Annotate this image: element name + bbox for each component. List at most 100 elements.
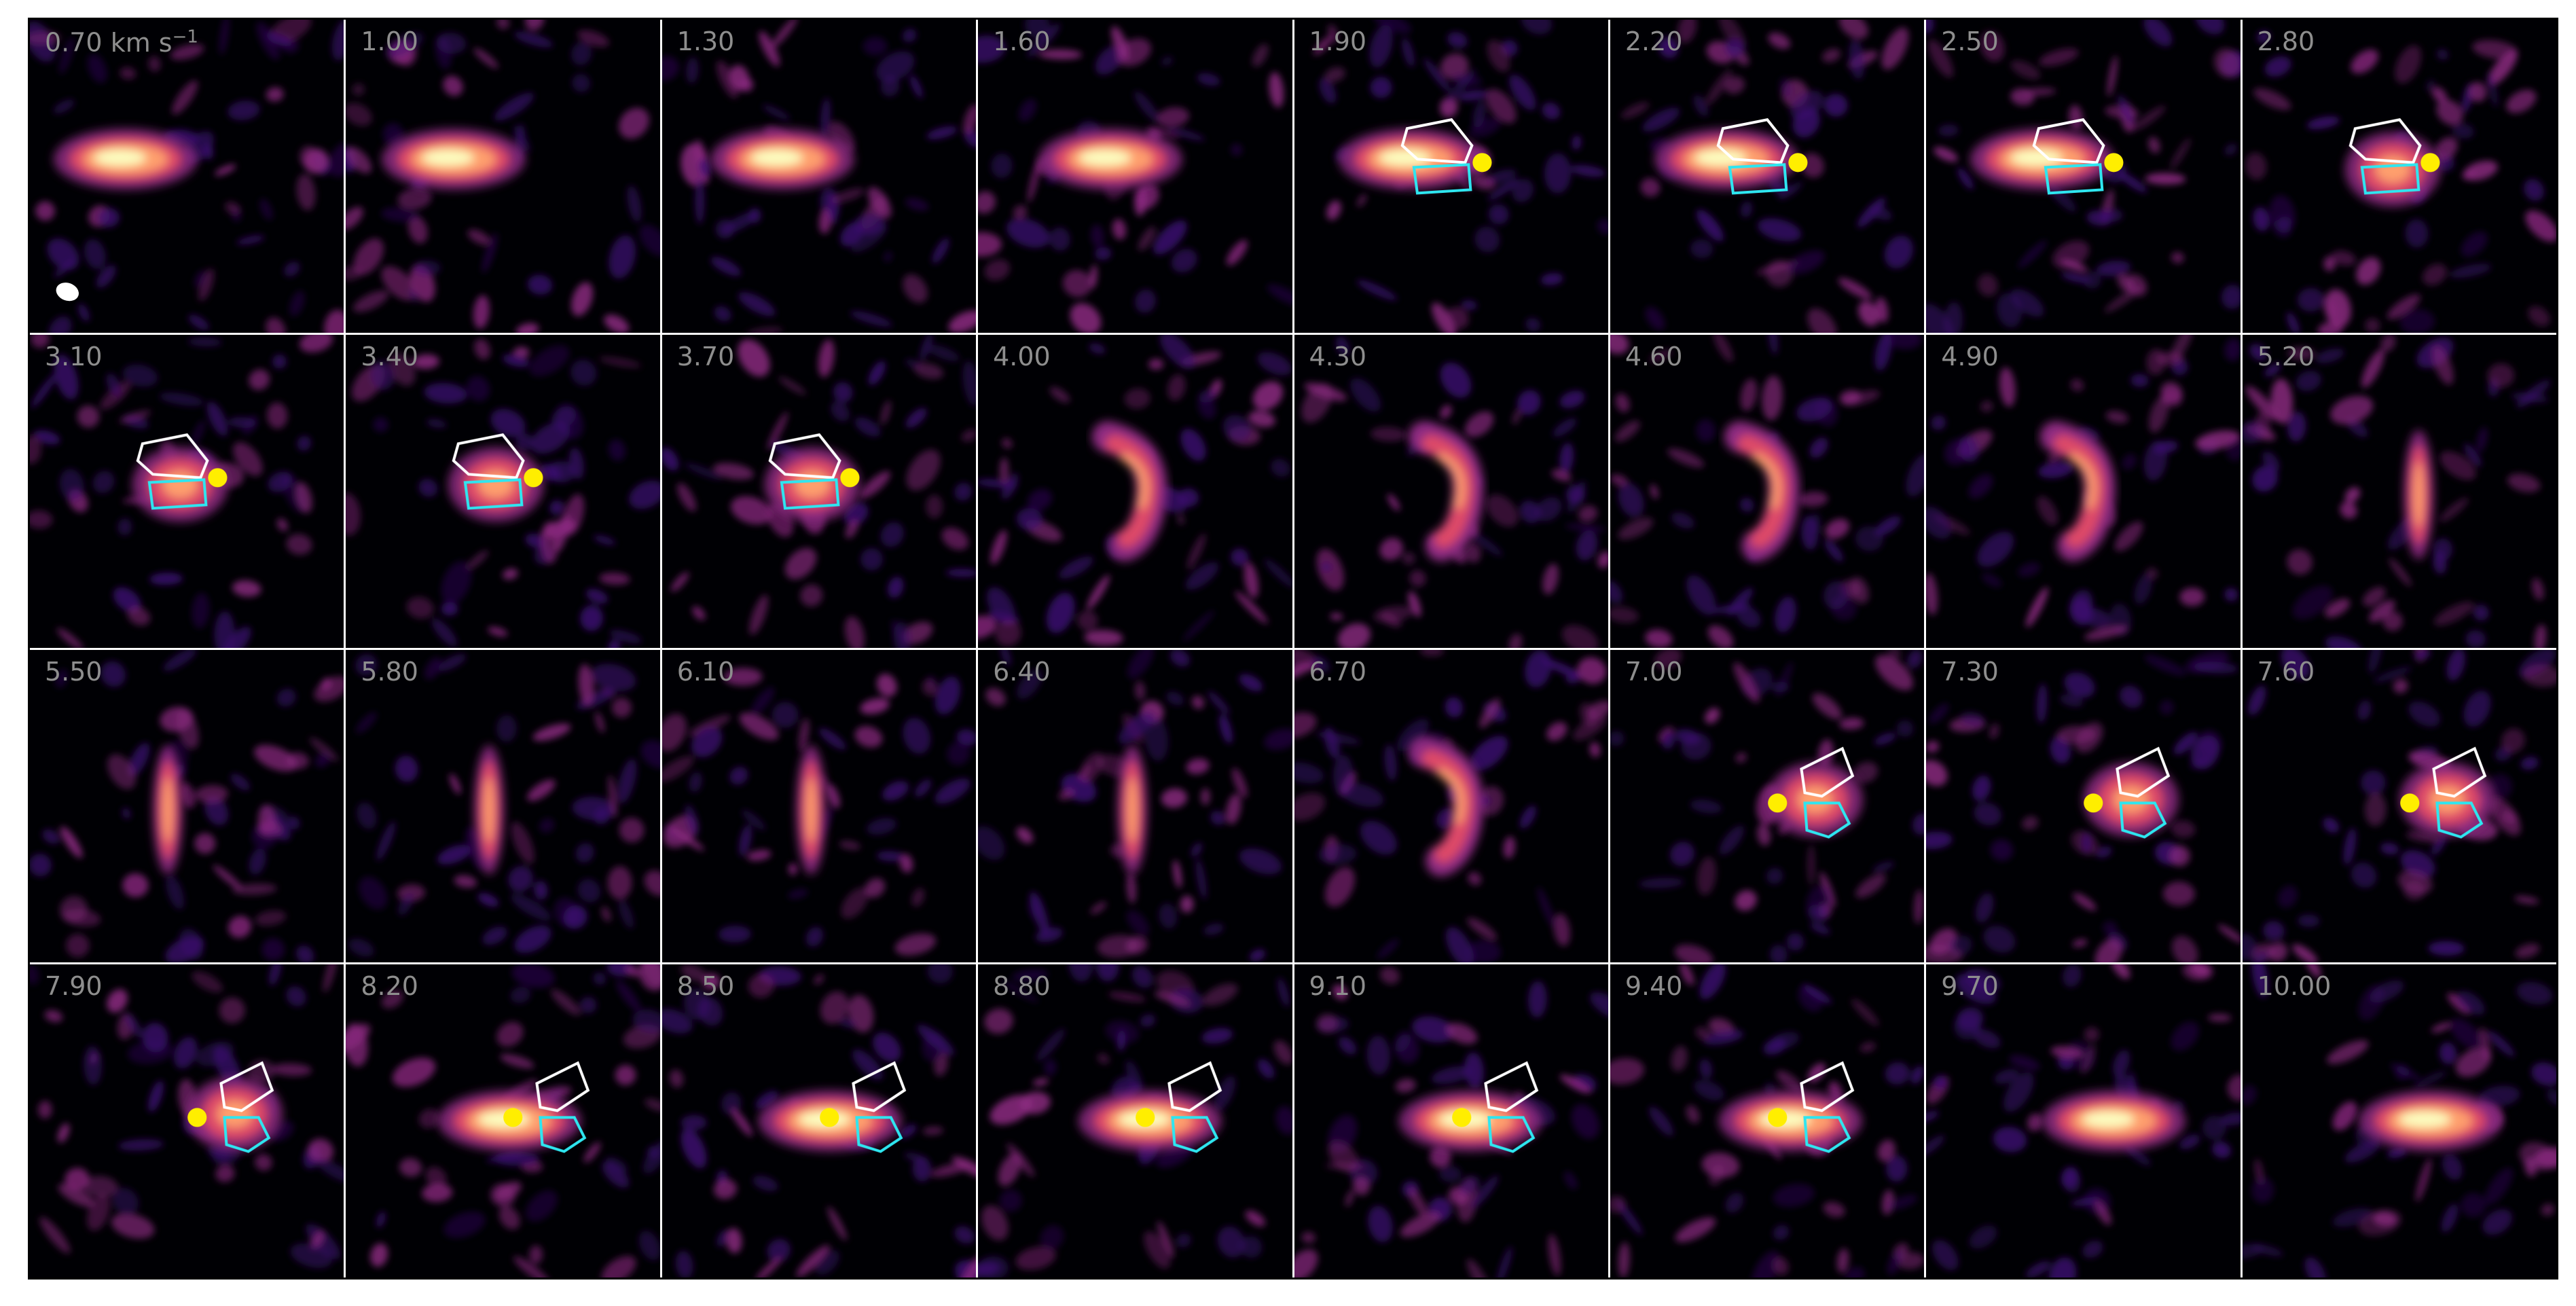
noise-blob	[1485, 169, 1517, 184]
channel-image	[1926, 649, 2241, 963]
noise-blob	[1217, 1226, 1246, 1258]
noise-blob	[2245, 152, 2267, 180]
noise-blob	[1546, 721, 1567, 741]
noise-blob	[913, 363, 943, 379]
protostar-marker	[524, 468, 543, 488]
channel-image	[1610, 20, 1925, 333]
noise-blob	[1874, 515, 1901, 536]
noise-blob	[1485, 494, 1519, 527]
noise-blob	[909, 74, 923, 98]
noise-blob	[1411, 1016, 1454, 1043]
noise-blob	[170, 43, 204, 60]
noise-blob	[906, 449, 941, 490]
noise-blob	[31, 373, 57, 408]
noise-blob	[1836, 1248, 1849, 1273]
noise-blob	[1002, 438, 1013, 448]
noise-blob	[194, 833, 216, 854]
noise-blob	[941, 527, 968, 550]
noise-blob	[571, 41, 592, 66]
noise-blob	[2434, 137, 2458, 160]
noise-blob	[902, 274, 928, 304]
noise-blob	[619, 899, 634, 929]
noise-blob	[945, 568, 977, 577]
noise-blob	[2143, 440, 2168, 481]
noise-blob	[2145, 173, 2186, 185]
redshifted-region-contour	[1400, 118, 1474, 164]
noise-blob	[1329, 613, 1343, 620]
channel-image	[1294, 334, 1608, 648]
noise-blob	[308, 1138, 333, 1163]
noise-blob	[1914, 889, 1924, 924]
noise-blob	[1693, 94, 1709, 117]
velocity-label: 9.40	[1625, 971, 1683, 1001]
noise-blob	[441, 602, 458, 616]
noise-blob	[236, 235, 265, 245]
noise-blob	[689, 771, 702, 793]
velocity-value: 6.40	[993, 656, 1051, 687]
noise-blob	[1824, 539, 1843, 562]
noise-blob	[1881, 27, 1909, 70]
noise-blob	[2039, 48, 2079, 67]
noise-blob	[2292, 585, 2333, 619]
noise-blob	[2061, 272, 2090, 283]
noise-blob	[443, 75, 464, 96]
noise-layer	[1294, 966, 1608, 1277]
noise-blob	[1167, 127, 1205, 141]
noise-blob	[1756, 823, 1771, 846]
noise-blob	[956, 729, 977, 746]
noise-blob	[473, 48, 499, 69]
velocity-label: 4.30	[1309, 342, 1367, 371]
channel-panel: 10.00	[2242, 964, 2556, 1277]
noise-blob	[899, 853, 913, 873]
noise-blob	[2473, 604, 2489, 621]
noise-blob	[381, 266, 416, 301]
noise-blob	[1438, 1165, 1462, 1182]
noise-blob	[2487, 50, 2518, 86]
noise-blob	[1028, 894, 1043, 919]
noise-blob	[2522, 664, 2556, 687]
noise-blob	[1117, 1029, 1126, 1052]
noise-blob	[697, 997, 723, 1026]
noise-blob	[2144, 655, 2187, 676]
blueshifted-region-contour	[1487, 1116, 1535, 1153]
noise-blob	[1719, 824, 1744, 855]
noise-blob	[1401, 37, 1415, 67]
noise-blob	[1982, 573, 2002, 587]
noise-blob	[1000, 979, 1039, 1003]
noise-blob	[1810, 922, 1830, 935]
noise-blob	[1686, 575, 1716, 615]
noise-blob	[1431, 1066, 1472, 1085]
noise-blob	[1855, 873, 1886, 898]
noise-blob	[935, 676, 960, 714]
noise-blob	[47, 238, 79, 270]
noise-blob	[2134, 573, 2153, 604]
noise-blob	[1615, 393, 1630, 412]
noise-blob	[2010, 289, 2044, 317]
noise-blob	[286, 986, 306, 1007]
noise-blob	[2255, 411, 2270, 437]
noise-blob	[1766, 867, 1783, 884]
noise-blob	[2507, 473, 2540, 492]
noise-blob	[2487, 363, 2514, 388]
noise-blob	[1468, 530, 1502, 556]
noise-blob	[437, 844, 471, 865]
noise-blob	[309, 737, 339, 761]
noise-blob	[1479, 697, 1500, 728]
noise-blob	[119, 410, 151, 423]
noise-blob	[257, 804, 276, 835]
noise-blob	[1535, 496, 1562, 522]
noise-blob	[2130, 374, 2149, 387]
noise-blob	[352, 83, 365, 96]
noise-blob	[1675, 1217, 1716, 1243]
noise-blob	[111, 1213, 155, 1239]
channel-panel: 2.20	[1610, 20, 1925, 333]
noise-blob	[1447, 32, 1468, 48]
noise-blob	[1419, 649, 1444, 656]
noise-blob	[1049, 386, 1070, 403]
noise-blob	[1326, 200, 1341, 220]
noise-blob	[2149, 395, 2169, 433]
noise-blob	[38, 1100, 52, 1119]
noise-blob	[53, 99, 75, 114]
noise-blob	[1058, 788, 1074, 800]
noise-blob	[373, 417, 389, 432]
